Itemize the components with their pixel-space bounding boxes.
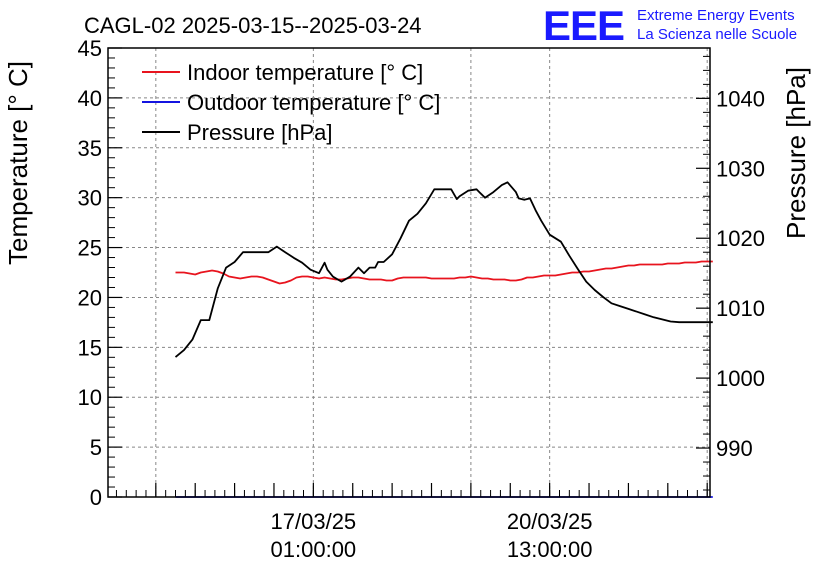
plot-frame — [107, 47, 711, 498]
x-tick-label-time: 13:00:00 — [507, 537, 593, 562]
legend: Indoor temperature [° C] Outdoor tempera… — [142, 60, 440, 145]
y-left-tick-label: 20 — [78, 285, 102, 310]
y-left-tick-label: 0 — [90, 485, 102, 510]
y-axis-right-title: Pressure [hPa] — [781, 67, 811, 239]
y-right-tick-label: 1030 — [716, 156, 765, 181]
y-left-tick-label: 35 — [78, 136, 102, 161]
logo-line-2: La Scienza nelle Scuole — [637, 26, 797, 43]
x-tick-label-date: 20/03/25 — [507, 509, 593, 534]
y-left-tick-label: 45 — [78, 36, 102, 61]
x-tick-label-time: 01:00:00 — [271, 537, 357, 562]
y-axis-left-title: Temperature [° C] — [3, 61, 33, 265]
y-right-tick-label: 1020 — [716, 226, 765, 251]
series-line-indoor — [175, 260, 713, 285]
y-left-tick-label: 30 — [78, 186, 102, 211]
series-line-pressure — [174, 181, 713, 358]
eee-logo-mark: EEE — [543, 2, 624, 49]
y-right-tick-label: 1000 — [716, 366, 765, 391]
y-right-tick-label: 1010 — [716, 296, 765, 321]
axis-layer: 0 5 10 15 20 25 30 35 40 45 990 1000 1010 1020 1030 104… — [78, 36, 765, 562]
chart-title: CAGL-02 2025-03-15--2025-03-24 — [84, 13, 422, 38]
y-left-tick-label: 25 — [78, 236, 102, 261]
legend-label-indoor: Indoor temperature [° C] — [187, 60, 423, 85]
x-tick-label-date: 17/03/25 — [271, 509, 357, 534]
y-right-tick-label: 1040 — [716, 86, 765, 111]
series-layer — [174, 181, 713, 498]
legend-label-pressure: Pressure [hPa] — [187, 120, 333, 145]
grid-layer — [108, 48, 710, 497]
logo-line-1: Extreme Energy Events — [637, 7, 795, 24]
y-right-tick-label: 990 — [716, 436, 753, 461]
legend-label-outdoor: Outdoor temperature [° C] — [187, 90, 440, 115]
y-left-tick-label: 5 — [90, 435, 102, 460]
y-left-tick-label: 10 — [78, 385, 102, 410]
y-left-tick-label: 40 — [78, 86, 102, 111]
y-left-tick-label: 15 — [78, 335, 102, 360]
